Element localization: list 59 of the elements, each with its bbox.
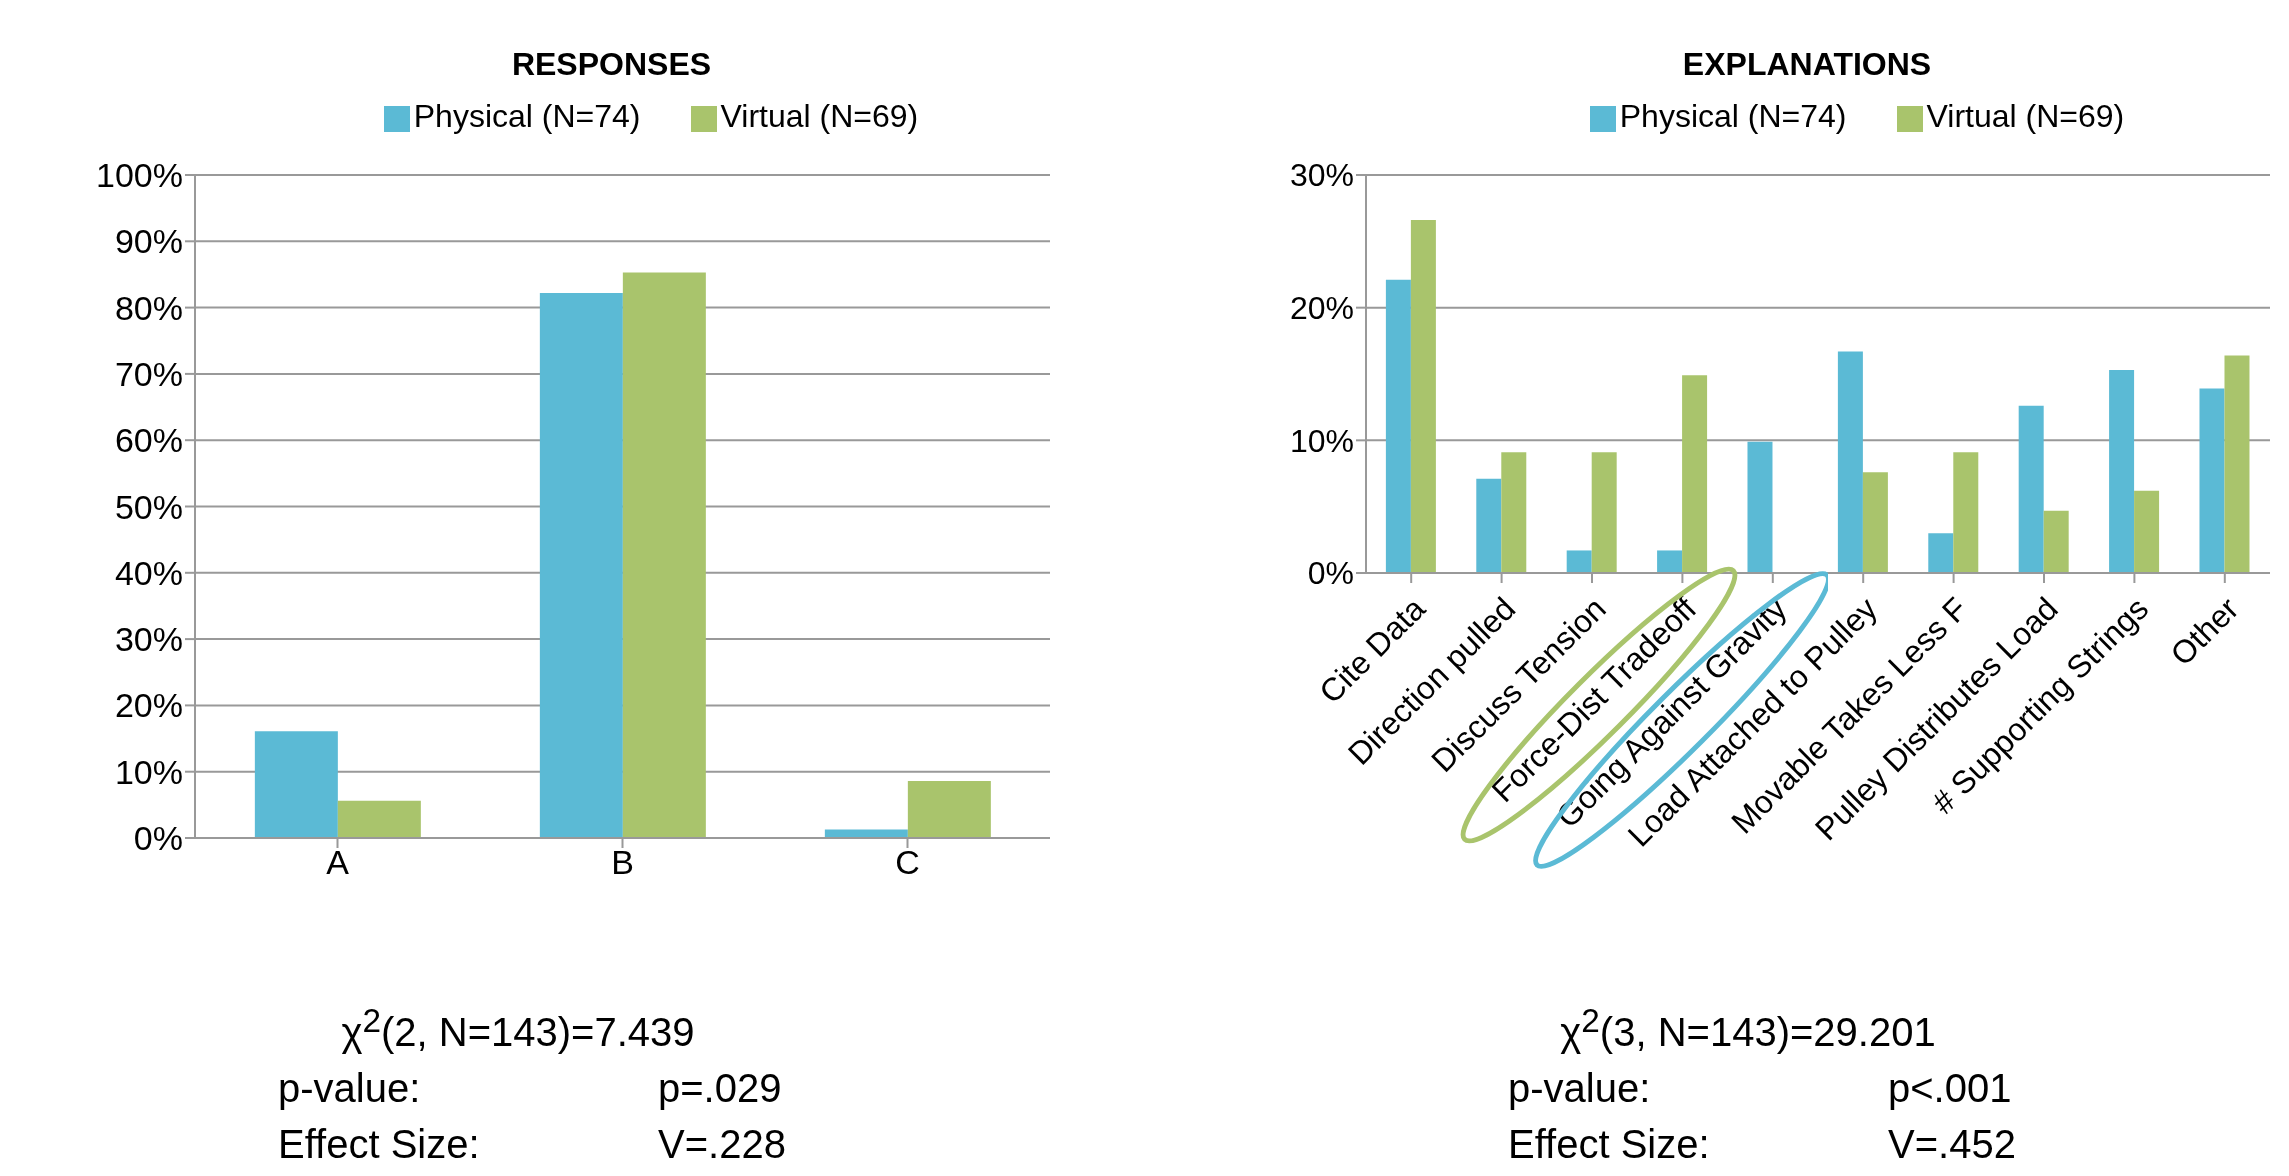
y-tick-label: 60% [114, 421, 183, 460]
y-tick-label: 30% [1289, 157, 1354, 194]
bar [1953, 452, 1979, 573]
y-tick-label: 50% [114, 487, 183, 526]
legend-label: Physical (N=74) [413, 98, 641, 134]
y-tick-label: 70% [114, 354, 183, 393]
bar [1862, 472, 1888, 573]
y-tick-label: 0% [133, 819, 183, 858]
bar [622, 272, 706, 838]
bar [1566, 550, 1592, 573]
y-tick-label: 20% [114, 686, 183, 725]
bar [1476, 478, 1502, 573]
x-tick-label: C [895, 843, 920, 882]
bar [337, 800, 421, 838]
bar [2224, 355, 2250, 573]
y-tick-label: 0% [1307, 555, 1354, 592]
text: p-value: [278, 1065, 422, 1113]
text: V=.228 [658, 1121, 787, 1169]
bar [2134, 490, 2160, 573]
y-tick-label: 90% [114, 222, 183, 261]
bar [1385, 279, 1411, 573]
text: Effect Size: [278, 1121, 481, 1169]
bar [1410, 220, 1436, 573]
y-tick-label: 10% [114, 752, 183, 791]
bar [2199, 388, 2225, 573]
bar [824, 829, 908, 838]
x-tick-label: A [326, 843, 350, 882]
bar [2043, 510, 2069, 573]
bar [1501, 452, 1527, 573]
text: χ$^{2}$(3, N=143)=29.201 [1559, 1001, 1937, 1057]
text: p-value: [1508, 1065, 1652, 1113]
legend-label: Physical (N=74) [1619, 98, 1847, 134]
bar [1837, 351, 1863, 573]
legend-label: Virtual (N=69) [720, 98, 919, 134]
bar [1591, 452, 1617, 573]
bar [2018, 405, 2044, 573]
bar [254, 731, 338, 838]
chart-title: EXPLANATIONS [1681, 46, 1933, 83]
y-tick-label: 80% [114, 288, 183, 327]
bar [1682, 375, 1708, 573]
bar [539, 293, 623, 838]
bar [2109, 370, 2135, 573]
y-tick-label: 40% [114, 553, 183, 592]
legend-label: Virtual (N=69) [1926, 98, 2125, 134]
bar [1747, 441, 1773, 573]
text: p<.001 [1888, 1065, 2013, 1113]
text: χ$^{2}$(2, N=143)=7.439 [340, 1001, 696, 1057]
bar [907, 780, 991, 838]
chart-title: RESPONSES [510, 46, 713, 83]
y-tick-label: 10% [1289, 422, 1354, 459]
text: p=.029 [658, 1065, 783, 1113]
y-tick-label: 30% [114, 620, 183, 659]
bar [1657, 550, 1683, 573]
bar [1928, 533, 1954, 573]
y-tick-label: 100% [96, 156, 183, 195]
x-tick-label: B [611, 843, 634, 882]
y-tick-label: 20% [1289, 290, 1354, 327]
text: Effect Size: [1508, 1121, 1711, 1169]
text: V=.452 [1888, 1121, 2017, 1169]
